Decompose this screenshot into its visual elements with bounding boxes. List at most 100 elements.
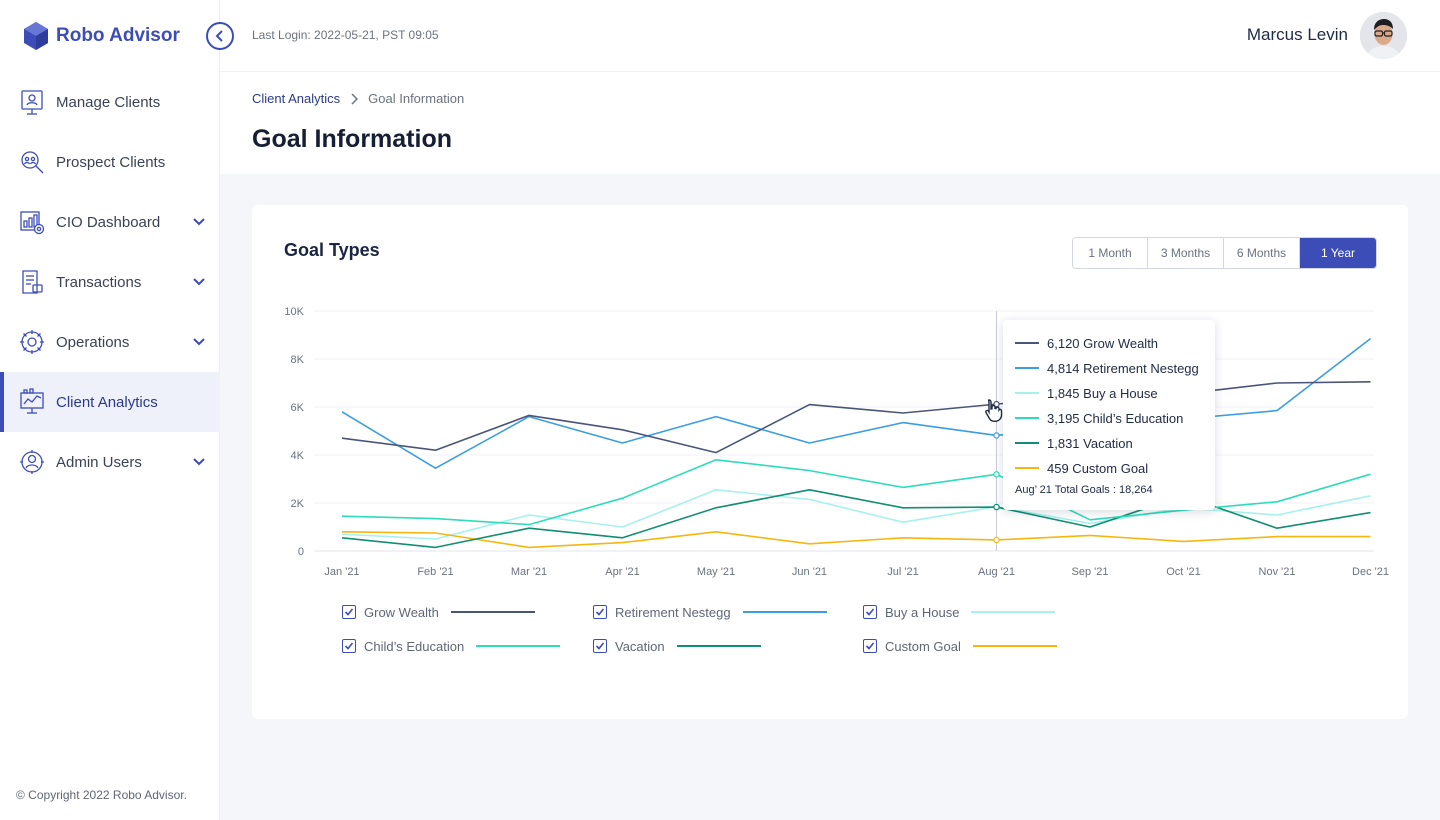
tooltip-swatch (1015, 467, 1039, 469)
legend-swatch (450, 611, 535, 613)
legend-label: Retirement Nestegg (615, 604, 731, 620)
top-header: Last Login: 2022-05-21, PST 09:05 Marcus… (220, 0, 1440, 72)
range-tabs: 1 Month 3 Months 6 Months 1 Year (1072, 237, 1377, 269)
legend-retirement-nestegg[interactable]: Retirement Nestegg (593, 603, 827, 621)
admin-users-icon (18, 448, 46, 476)
collapse-sidebar-button[interactable] (206, 22, 234, 50)
last-login: Last Login: 2022-05-21, PST 09:05 (252, 28, 439, 42)
breadcrumb: Client Analytics Goal Information (252, 91, 464, 106)
tooltip-row-text: 3,195 Child’s Education (1047, 410, 1184, 426)
sidebar-item-label: Operations (56, 333, 130, 351)
tooltip-row-vacation: 1,831 Vacation (1015, 434, 1133, 452)
tooltip-swatch (1015, 367, 1039, 369)
hover-point (993, 471, 1000, 478)
checkbox-checked-icon[interactable] (863, 605, 877, 619)
chevron-left-icon (215, 30, 223, 42)
legend-label: Custom Goal (885, 638, 961, 654)
legend-buy-a-house[interactable]: Buy a House (863, 603, 1056, 621)
legend-swatch (971, 611, 1056, 613)
breadcrumb-link-client-analytics[interactable]: Client Analytics (252, 91, 341, 106)
goal-types-line-chart: 0 2K 4K 6K 8K 10K Jan '21 Feb '21 Mar '21 Apr '21… (284, 306, 1389, 578)
series-line-custom-goal[interactable] (341, 531, 1371, 549)
copyright: © Copyright 2022 Robo Advisor. (16, 788, 187, 802)
sidebar-item-label: Admin Users (56, 453, 142, 471)
user-name[interactable]: Marcus Levin (1246, 25, 1348, 44)
tab-1-month[interactable]: 1 Month (1073, 238, 1148, 268)
tab-1-year[interactable]: 1 Year (1300, 238, 1376, 268)
sidebar-nav: Manage Clients Prospect Clients CIO Dash… (0, 72, 220, 492)
x-tick-label: Jul '21 (887, 566, 918, 578)
chevron-down-icon[interactable] (192, 276, 206, 288)
sidebar-item-label: Transactions (56, 273, 142, 291)
legend-label: Buy a House (885, 604, 960, 620)
y-tick-label: 4K (291, 450, 305, 462)
series-line-grow-wealth[interactable] (341, 381, 1371, 454)
brand[interactable]: Robo Advisor (22, 20, 180, 52)
client-analytics-icon (18, 388, 46, 416)
robo-advisor-logo-icon (24, 22, 48, 50)
series-line-vacation[interactable] (341, 489, 1371, 549)
sidebar-item-prospect-clients[interactable]: Prospect Clients (0, 132, 220, 192)
manage-clients-icon (18, 88, 46, 116)
legend-childs-education[interactable]: Child’s Education (342, 637, 561, 655)
sidebar-item-label: CIO Dashboard (56, 213, 161, 231)
checkbox-checked-icon[interactable] (593, 639, 607, 653)
y-tick-label: 0 (298, 546, 304, 558)
legend-vacation[interactable]: Vacation (593, 637, 761, 655)
x-tick-label: Jun '21 (792, 566, 827, 578)
chevron-down-icon[interactable] (192, 216, 206, 228)
tooltip-row-text: 459 Custom Goal (1047, 460, 1149, 476)
series-line-retirement-nestegg[interactable] (341, 337, 1371, 469)
y-tick-label: 8K (291, 354, 305, 366)
tooltip-total: Aug’ 21 Total Goals : 18,264 (1015, 484, 1153, 496)
sidebar-item-label: Client Analytics (56, 393, 158, 411)
tooltip-row-grow-wealth: 6,120 Grow Wealth (1015, 334, 1158, 352)
breadcrumb-current: Goal Information (368, 91, 465, 106)
legend-label: Grow Wealth (364, 604, 439, 620)
tooltip-row-text: 6,120 Grow Wealth (1047, 335, 1159, 351)
chevron-down-icon[interactable] (192, 336, 206, 348)
hover-point (993, 503, 1000, 511)
chart-tooltip: 6,120 Grow Wealth 4,814 Retirement Neste… (1003, 320, 1215, 510)
chevron-down-icon[interactable] (192, 456, 206, 468)
checkbox-checked-icon[interactable] (863, 639, 877, 653)
tooltip-swatch (1015, 392, 1039, 394)
hover-point (993, 432, 1000, 439)
legend-swatch (742, 611, 827, 613)
brand-name: Robo Advisor (56, 25, 180, 46)
tooltip-row-text: 1,845 Buy a House (1047, 385, 1158, 401)
legend-label: Vacation (615, 638, 665, 654)
tab-6-months[interactable]: 6 Months (1224, 238, 1300, 268)
checkbox-checked-icon[interactable] (593, 605, 607, 619)
tooltip-row-custom-goal: 459 Custom Goal (1015, 459, 1148, 477)
legend-custom-goal[interactable]: Custom Goal (863, 637, 1057, 655)
sidebar-item-label: Manage Clients (56, 93, 161, 111)
sidebar-item-transactions[interactable]: Transactions (0, 252, 220, 312)
tab-3-months[interactable]: 3 Months (1148, 238, 1224, 268)
series-line-buy-a-house[interactable] (341, 489, 1371, 540)
x-tick-label: May '21 (697, 566, 735, 578)
tooltip-swatch (1015, 442, 1039, 444)
legend-swatch (476, 645, 561, 647)
sidebar-item-admin-users[interactable]: Admin Users (0, 432, 220, 492)
x-tick-label: Sep '21 (1072, 566, 1109, 578)
series-line-child-s-education[interactable] (341, 459, 1371, 526)
prospect-clients-icon (18, 148, 46, 176)
sidebar-item-cio-dashboard[interactable]: CIO Dashboard (0, 192, 220, 252)
sidebar-item-label: Prospect Clients (56, 153, 166, 171)
legend-swatch (676, 645, 761, 647)
tooltip-row-text: 1,831 Vacation (1047, 435, 1133, 451)
tooltip-row-text: 4,814 Retirement Nestegg (1047, 360, 1199, 376)
tooltip-row-retirement-nestegg: 4,814 Retirement Nestegg (1015, 359, 1199, 377)
checkbox-checked-icon[interactable] (342, 605, 356, 619)
sidebar: Robo Advisor Manage Clients Prospect Cli… (0, 0, 220, 820)
x-tick-label: Dec '21 (1352, 566, 1389, 578)
legend-grow-wealth[interactable]: Grow Wealth (342, 603, 535, 621)
x-tick-label: Mar '21 (511, 566, 547, 578)
sidebar-item-operations[interactable]: Operations (0, 312, 220, 372)
sidebar-item-client-analytics[interactable]: Client Analytics (0, 372, 220, 432)
sidebar-item-manage-clients[interactable]: Manage Clients (0, 72, 220, 132)
tooltip-swatch (1015, 417, 1039, 419)
checkbox-checked-icon[interactable] (342, 639, 356, 653)
avatar[interactable] (1360, 12, 1407, 59)
